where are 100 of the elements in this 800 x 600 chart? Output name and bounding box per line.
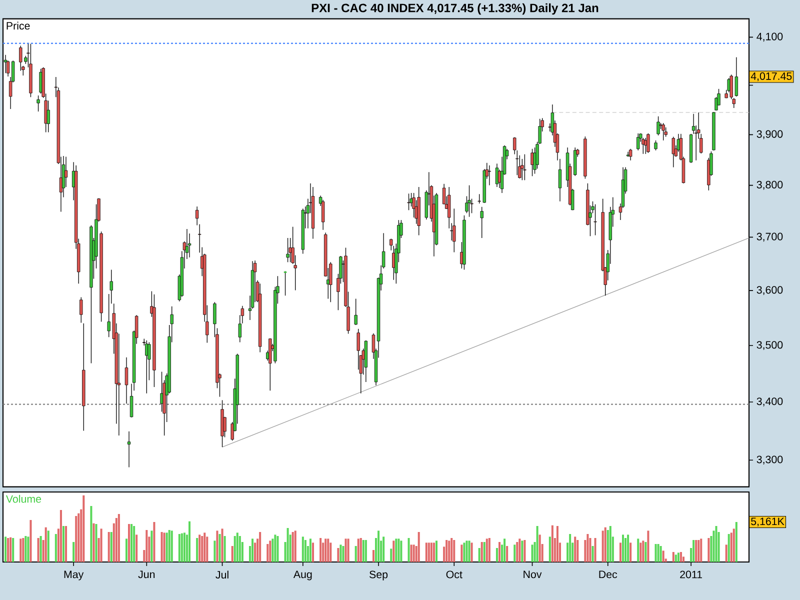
bar [536, 526, 538, 562]
bar [460, 544, 463, 562]
bar [78, 513, 80, 562]
x-tick-label: Jun [138, 570, 155, 578]
candlestick [127, 431, 131, 468]
bar [700, 538, 702, 562]
bar [606, 530, 609, 562]
bar [92, 523, 95, 562]
candlestick [468, 184, 471, 218]
bar [340, 544, 342, 562]
bar [496, 548, 498, 562]
bar [448, 540, 450, 562]
bar [551, 525, 554, 562]
bar [254, 542, 256, 562]
candlestick [110, 269, 113, 304]
bar [170, 530, 173, 562]
candlestick [36, 95, 40, 112]
bar [44, 527, 47, 562]
bar [125, 538, 128, 562]
bar [708, 538, 710, 562]
bar [214, 540, 216, 562]
bar [425, 542, 428, 562]
bar [732, 528, 735, 562]
bar [10, 537, 12, 562]
bar [430, 542, 432, 562]
bar [432, 542, 435, 562]
bar [483, 542, 486, 562]
bar [574, 536, 576, 562]
bar [398, 538, 400, 562]
bar [12, 538, 14, 562]
bar [150, 530, 153, 562]
bar [594, 538, 596, 562]
bar [54, 534, 57, 562]
bar [395, 538, 398, 562]
bar [382, 536, 385, 562]
bar [20, 538, 22, 562]
y-axis-title: Volume [6, 494, 42, 503]
bar [602, 530, 604, 562]
bar [410, 544, 412, 562]
bar [468, 540, 470, 562]
candlestick [124, 357, 128, 404]
y-tick-label: 3,900 [756, 130, 783, 140]
bar [183, 532, 186, 562]
bar [95, 524, 98, 562]
bar [435, 540, 438, 562]
bar [327, 538, 330, 562]
y-tick-label: 3,600 [756, 286, 783, 295]
bar [642, 540, 644, 562]
candlestick [354, 298, 358, 326]
candlestick [664, 127, 668, 138]
y-tick-label: 4,100 [756, 32, 783, 42]
bar [735, 522, 738, 562]
bar [698, 540, 700, 562]
candlestick [195, 206, 199, 226]
bar [630, 542, 632, 562]
bar [504, 538, 506, 562]
bar [360, 538, 362, 562]
bar [604, 527, 606, 562]
bar [609, 526, 612, 562]
bar [498, 542, 501, 562]
bar [231, 546, 234, 562]
bar [216, 530, 218, 562]
bar [488, 538, 490, 562]
bar [236, 532, 238, 562]
bar [40, 536, 42, 562]
bar [586, 534, 589, 562]
bar [637, 538, 640, 562]
x-tick-label: Sep [370, 570, 388, 580]
candlestick [452, 208, 456, 253]
bar [450, 538, 453, 562]
bar [692, 540, 695, 562]
x-tick-label: Oct [446, 570, 462, 578]
bar [486, 538, 488, 562]
bar [400, 540, 402, 562]
bar [506, 546, 508, 562]
bar [538, 534, 541, 562]
candlestick [626, 151, 630, 158]
bar [408, 538, 410, 562]
bar [130, 524, 133, 562]
bar [516, 542, 518, 562]
candlestick [188, 233, 192, 258]
bar [198, 534, 201, 562]
bar [304, 540, 306, 562]
bar [294, 530, 296, 562]
bar [238, 536, 241, 562]
bar [660, 546, 662, 562]
bar [269, 540, 272, 562]
y-tick-label: 3,500 [756, 341, 783, 350]
candlestick [321, 200, 325, 230]
bar [695, 540, 698, 562]
bar [392, 540, 395, 562]
candlestick [594, 204, 597, 236]
bar [47, 530, 50, 562]
bar [286, 528, 289, 562]
bar [188, 521, 191, 562]
bar [657, 544, 660, 562]
bar [354, 546, 357, 562]
bar [627, 534, 630, 562]
candlestick [628, 148, 632, 161]
x-tick-label: Aug [293, 570, 312, 580]
